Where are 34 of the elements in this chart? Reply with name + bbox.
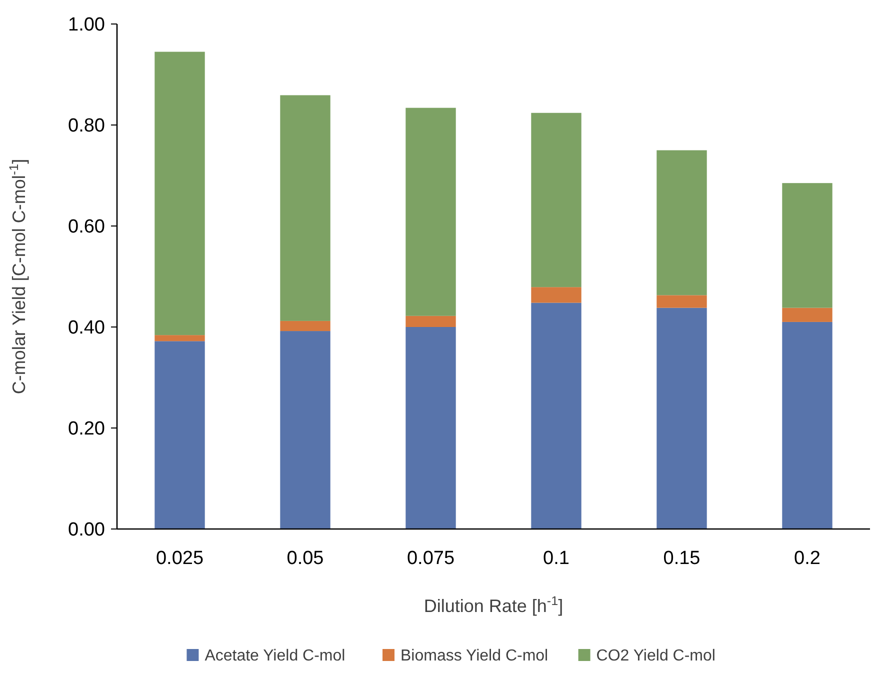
legend-label: Biomass Yield C-mol [400, 648, 548, 665]
y-tick-label: 0.80 [68, 116, 105, 137]
bar [154, 52, 205, 336]
x-axis-title: Dilution Rate [h$^{-1}$] [424, 594, 564, 616]
bar [531, 302, 582, 529]
bar [782, 322, 832, 529]
x-tick-label: 0.15 [663, 548, 700, 569]
y-tick-label: 0.00 [68, 520, 105, 541]
x-tick-label: 0.1 [543, 548, 570, 569]
y-tick-label: 0.20 [68, 418, 105, 440]
x-tick-label: 0.2 [794, 548, 820, 569]
bar [154, 335, 205, 342]
bar [656, 308, 707, 529]
bar [656, 150, 707, 296]
bar [656, 295, 707, 308]
y-tick-label: 0.60 [68, 216, 105, 238]
bar [531, 287, 582, 303]
y-tick-label: 1.00 [68, 14, 105, 36]
y-tick-label: 0.40 [68, 318, 105, 339]
bar [406, 327, 456, 529]
bar [406, 108, 456, 316]
legend-label: CO2 Yield C-mol [596, 648, 716, 665]
legend-label: Acetate Yield C-mol [204, 648, 346, 665]
x-tick-label: 0.025 [156, 548, 204, 569]
x-tick-label: 0.05 [286, 548, 324, 569]
bar [280, 95, 330, 321]
bar [782, 183, 832, 308]
x-tick-label: 0.075 [406, 548, 455, 569]
bar [154, 341, 205, 529]
bar [280, 320, 330, 332]
bar [782, 308, 832, 322]
bar [280, 331, 330, 529]
bar [406, 316, 456, 327]
bar [531, 112, 582, 288]
